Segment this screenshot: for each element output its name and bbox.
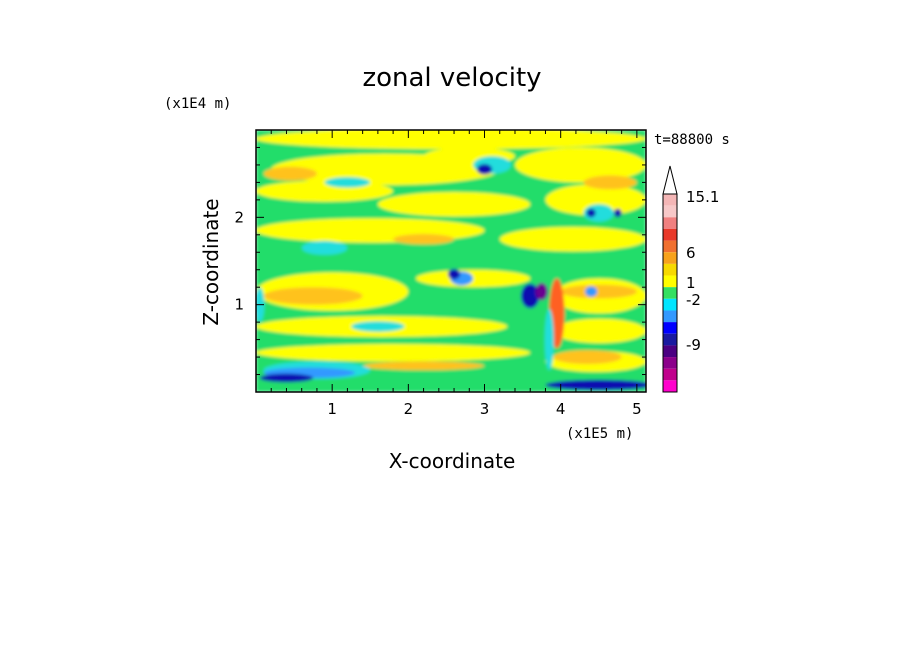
x-unit-label: (x1E5 m) [566, 426, 633, 442]
x-tick-label: 1 [327, 400, 337, 418]
y-tick-label: 2 [234, 208, 244, 226]
field-band [256, 130, 646, 150]
colorbar: 15.1 6 1-2 -9 [662, 165, 719, 393]
field-band [263, 166, 317, 181]
colorbar-label: 15.1 [686, 188, 719, 206]
colorbar-label: 6 [686, 244, 696, 262]
field-patch [544, 309, 554, 371]
colorbar-segment [663, 357, 677, 369]
field-band [377, 192, 531, 217]
field-patch [476, 164, 493, 175]
field-patch [586, 208, 596, 218]
field-patch [585, 286, 598, 297]
colorbar-segment [663, 240, 677, 253]
field-band [362, 361, 485, 371]
field-band [553, 318, 646, 344]
field-band [560, 284, 637, 299]
field-patch [324, 177, 371, 188]
y-tick-label: 1 [234, 296, 244, 314]
colorbar-segment [663, 252, 677, 264]
field-band [499, 226, 646, 252]
field-patch [447, 268, 461, 280]
colorbar-segment [663, 263, 677, 276]
colorbar-segment [663, 228, 677, 241]
colorbar-label: -2 [686, 291, 701, 309]
field-band [514, 147, 646, 183]
x-axis: 1 2 3 4 5 [270, 130, 642, 418]
colorbar-segment [663, 275, 677, 288]
colorbar-segment [663, 322, 677, 334]
x-tick-label: 2 [404, 400, 414, 418]
y-axis: 12 [234, 146, 646, 376]
field-patch [535, 282, 548, 301]
field-patch [351, 321, 405, 332]
colorbar-segment [663, 380, 677, 392]
time-label: t=88800 s [654, 132, 730, 148]
colorbar-segment [663, 368, 677, 381]
field-patch [545, 379, 646, 391]
heatmap-field [256, 130, 646, 392]
field-patch [521, 283, 540, 309]
y-axis-label: Z-coordinate [199, 198, 223, 325]
colorbar-segment [663, 345, 677, 358]
colorbar-arrow [662, 165, 678, 195]
colorbar-segment [663, 194, 677, 206]
colorbar-segment [663, 298, 677, 311]
colorbar-segment [663, 310, 677, 323]
field-band [583, 175, 637, 190]
colorbar-label: -9 [686, 336, 701, 354]
plot-frame [255, 129, 647, 393]
x-tick-label: 3 [480, 400, 490, 418]
colorbar-frame [662, 193, 678, 393]
chart-title: zonal velocity [362, 63, 541, 93]
x-tick-label: 4 [556, 400, 566, 418]
field-band [553, 350, 622, 365]
x-axis-label: X-coordinate [389, 449, 516, 473]
field-band [256, 180, 394, 202]
colorbar-segment [663, 333, 677, 346]
field-band [545, 184, 646, 216]
y-unit-label: (x1E4 m) [164, 96, 231, 112]
x-tick-label: 5 [632, 400, 642, 418]
field-band [256, 343, 531, 362]
field-patch [259, 373, 314, 383]
colorbar-segment [663, 205, 677, 218]
field-band [393, 233, 455, 245]
colorbar-segment [663, 217, 677, 229]
colorbar-segment [663, 287, 677, 299]
field-band [263, 287, 363, 305]
colorbar-label: 1 [686, 274, 696, 292]
field-patch [614, 208, 622, 218]
field-patch [301, 240, 348, 255]
